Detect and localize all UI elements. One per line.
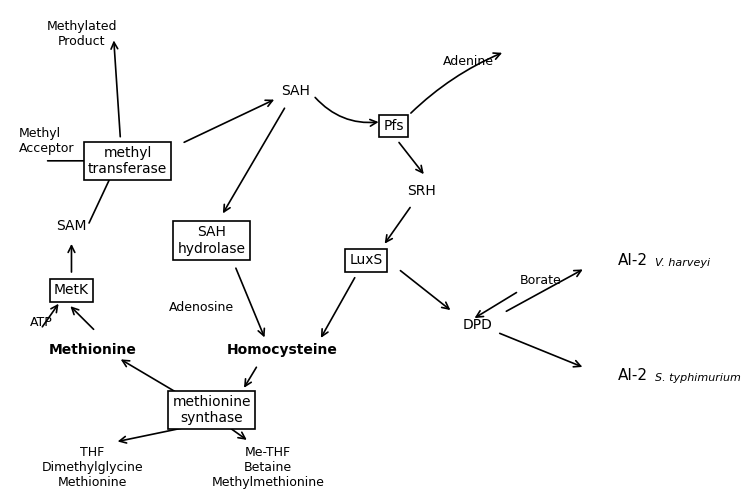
Text: V. harveyi: V. harveyi — [655, 258, 710, 268]
Text: S. typhimurium: S. typhimurium — [655, 373, 740, 383]
Text: DPD: DPD — [463, 318, 493, 332]
Text: SAH: SAH — [281, 84, 310, 98]
Text: SAM: SAM — [56, 218, 87, 232]
Text: SRH: SRH — [407, 184, 436, 198]
Text: AI-2: AI-2 — [618, 368, 648, 383]
Text: Me-THF
Betaine
Methylmethionine: Me-THF Betaine Methylmethionine — [211, 446, 324, 489]
Text: Homocysteine: Homocysteine — [226, 343, 338, 357]
Text: ATP: ATP — [29, 316, 52, 329]
Text: THF
Dimethylglycine
Methionine: THF Dimethylglycine Methionine — [42, 446, 143, 489]
Text: AI-2: AI-2 — [618, 253, 648, 268]
Text: Adenine: Adenine — [443, 55, 494, 68]
Text: Borate: Borate — [520, 274, 562, 287]
Text: SAH
hydrolase: SAH hydrolase — [178, 225, 246, 256]
Text: LuxS: LuxS — [350, 254, 382, 268]
Text: Methylated
Product: Methylated Product — [46, 20, 117, 48]
Text: methyl
transferase: methyl transferase — [88, 146, 167, 176]
Text: Methionine: Methionine — [49, 343, 136, 357]
Text: Methyl
Acceptor: Methyl Acceptor — [19, 127, 74, 155]
Text: MetK: MetK — [54, 284, 89, 298]
Text: Adenosine: Adenosine — [169, 301, 234, 314]
Text: methionine
synthase: methionine synthase — [172, 395, 251, 425]
Text: Pfs: Pfs — [384, 119, 404, 133]
